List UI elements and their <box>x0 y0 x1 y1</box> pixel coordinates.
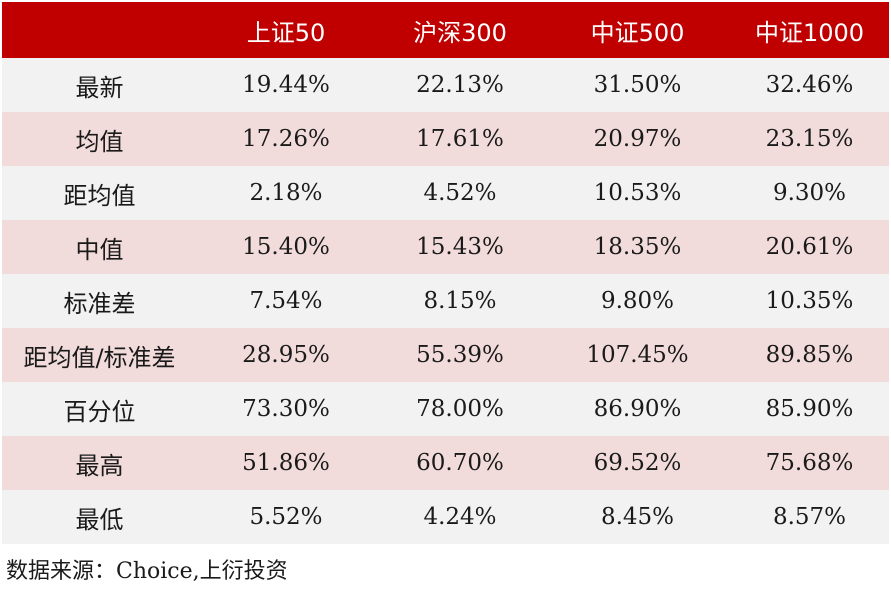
table-cell: 20.97% <box>593 126 682 152</box>
table-row: 百分位 73.30% 78.00% 86.90% 85.90% <box>2 382 889 436</box>
table-cell: 23.15% <box>765 126 854 152</box>
table-cell: 86.90% <box>593 396 682 422</box>
table-cell: 17.26% <box>242 126 330 152</box>
table-row: 最高 51.86% 60.70% 69.52% 75.68% <box>2 436 889 490</box>
table-cell: 32.46% <box>765 72 854 98</box>
row-label: 均值 <box>75 127 124 156</box>
table-cell: 75.68% <box>765 450 854 476</box>
row-label: 最高 <box>75 451 124 480</box>
data-table: 上证50 沪深300 中证500 中证1000 最新 19.44% 22.13%… <box>2 2 889 544</box>
table-row: 距均值 2.18% 4.52% 10.53% 9.30% <box>2 166 889 220</box>
row-label: 距均值 <box>63 181 136 210</box>
table-cell: 15.40% <box>242 234 330 260</box>
table-cell: 9.30% <box>772 180 847 206</box>
table-cell: 73.30% <box>242 396 330 422</box>
table-cell: 85.90% <box>765 396 854 422</box>
table-row: 中值 15.40% 15.43% 18.35% 20.61% <box>2 220 889 274</box>
header-cell-zz1000: 中证1000 <box>754 18 865 47</box>
table-cell: 18.35% <box>593 234 682 260</box>
table-cell: 55.39% <box>416 342 504 368</box>
header-cell-sz50: 上证50 <box>246 18 326 47</box>
table-cell: 69.52% <box>593 450 682 476</box>
table-cell: 107.45% <box>586 342 689 368</box>
table-cell: 51.86% <box>242 450 330 476</box>
row-label: 百分位 <box>63 397 136 426</box>
table-row: 最新 19.44% 22.13% 31.50% 32.46% <box>2 58 889 112</box>
table-cell: 10.35% <box>765 288 854 314</box>
table-cell: 4.24% <box>423 504 497 530</box>
table-cell: 4.52% <box>423 180 497 206</box>
table-cell: 15.43% <box>416 234 504 260</box>
table-header-row: 上证50 沪深300 中证500 中证1000 <box>2 2 889 58</box>
row-label: 中值 <box>75 235 124 264</box>
table-cell: 28.95% <box>242 342 330 368</box>
table-cell: 31.50% <box>593 72 682 98</box>
table-cell: 89.85% <box>765 342 854 368</box>
row-label: 最低 <box>75 505 124 534</box>
table-row: 最低 5.52% 4.24% 8.45% 8.57% <box>2 490 889 544</box>
table-cell: 9.80% <box>600 288 675 314</box>
table-cell: 7.54% <box>249 288 323 314</box>
table-cell: 5.52% <box>249 504 323 530</box>
table-cell: 8.15% <box>423 288 497 314</box>
table-row: 均值 17.26% 17.61% 20.97% 23.15% <box>2 112 889 166</box>
table-cell: 22.13% <box>416 72 504 98</box>
table-cell: 10.53% <box>593 180 682 206</box>
table-cell: 17.61% <box>416 126 504 152</box>
row-label: 距均值/标准差 <box>23 343 176 372</box>
table-row: 标准差 7.54% 8.15% 9.80% 10.35% <box>2 274 889 328</box>
table-cell: 8.57% <box>772 504 847 530</box>
table-cell: 19.44% <box>242 72 330 98</box>
table-cell: 8.45% <box>600 504 675 530</box>
table-cell: 60.70% <box>416 450 504 476</box>
row-label: 标准差 <box>63 289 136 318</box>
header-cell-hs300: 沪深300 <box>413 18 507 47</box>
source-note: 数据来源：Choice,上衍投资 <box>6 559 288 584</box>
table-cell: 2.18% <box>249 180 323 206</box>
row-label: 最新 <box>75 73 124 102</box>
table-row: 距均值/标准差 28.95% 55.39% 107.45% 89.85% <box>2 328 889 382</box>
header-cell-zz500: 中证500 <box>590 18 685 47</box>
table-cell: 20.61% <box>765 234 854 260</box>
table-cell: 78.00% <box>416 396 504 422</box>
